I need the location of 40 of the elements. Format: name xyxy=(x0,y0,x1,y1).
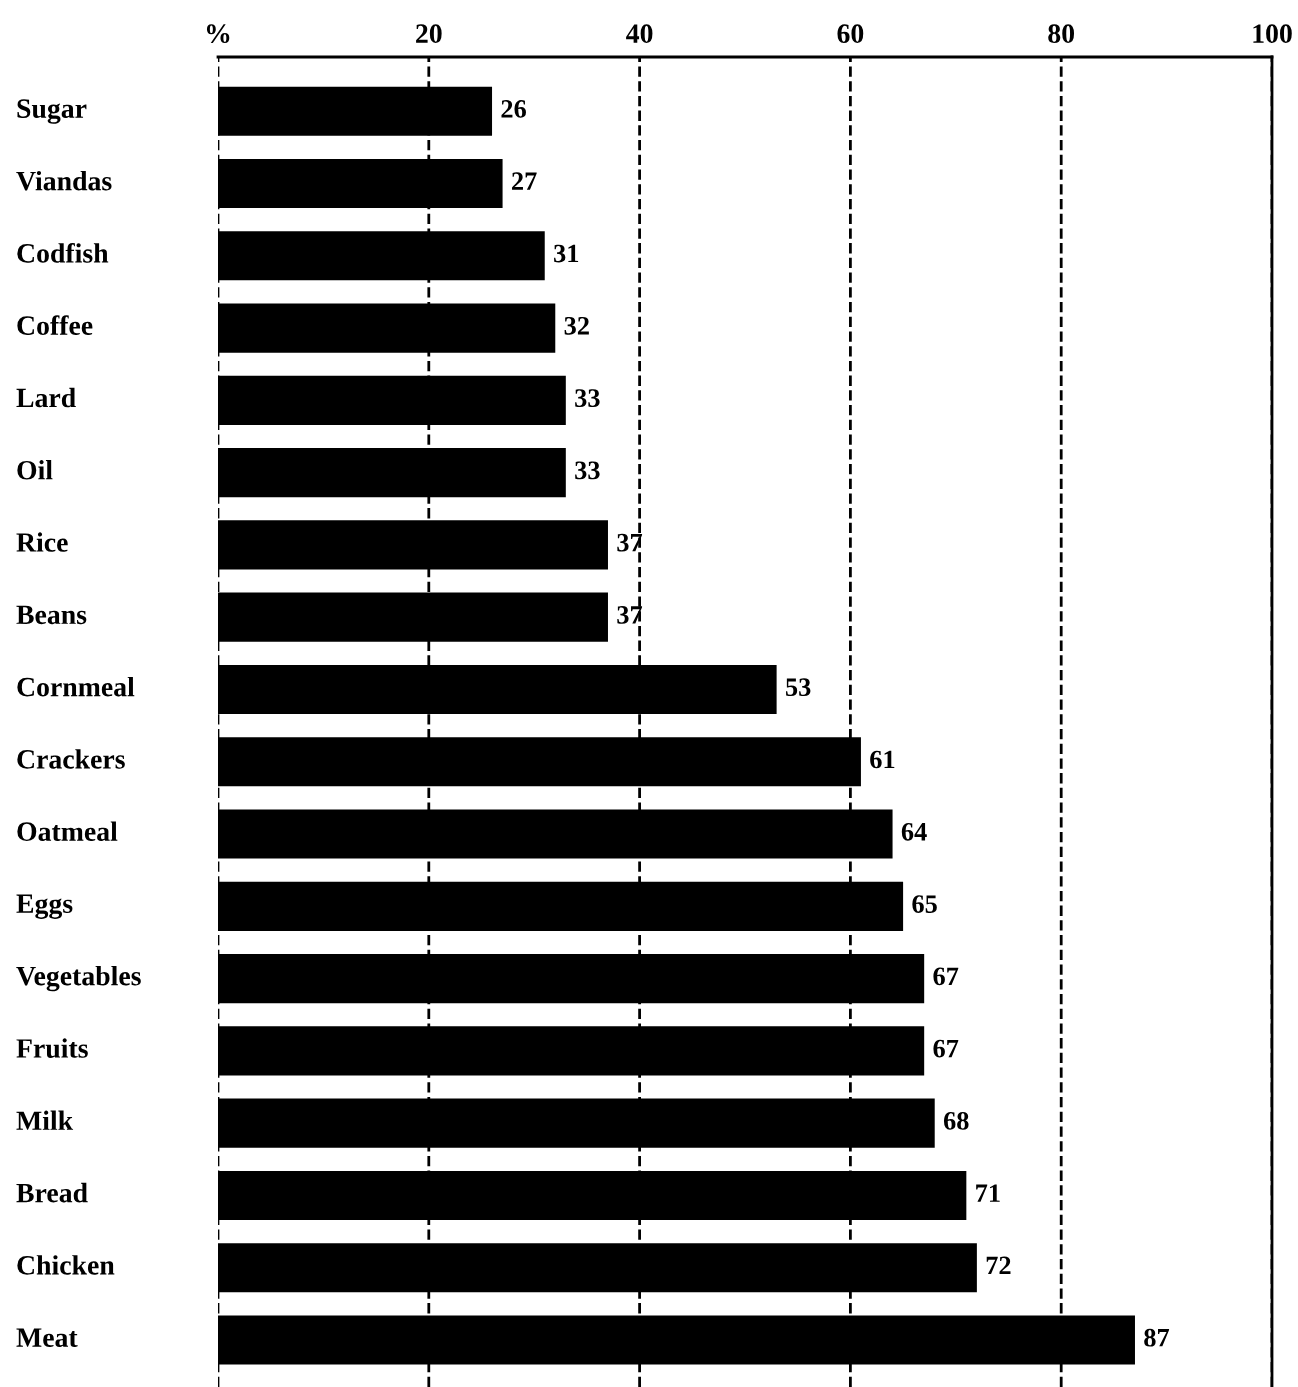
data-label: 27 xyxy=(512,172,537,190)
data-label: 64 xyxy=(901,822,927,841)
y-tick-label: Meat xyxy=(16,1328,78,1347)
y-tick-label: Oil xyxy=(17,460,53,480)
y-tick-label: Chicken xyxy=(17,1255,115,1275)
data-label: 33 xyxy=(575,461,600,480)
data-label: 68 xyxy=(943,1111,969,1130)
y-tick-label: Bread xyxy=(16,1182,88,1203)
y-tick-label: Fruits xyxy=(16,1038,88,1058)
x-tick-label: 60 xyxy=(837,24,864,44)
data-label: 72 xyxy=(986,1256,1011,1275)
y-tick-label: Coffee xyxy=(17,315,93,336)
data-label: 61 xyxy=(870,750,895,769)
y-tick-label: Cornmeal xyxy=(17,676,135,697)
y-tick-label: Eggs xyxy=(16,894,73,919)
x-tick-label: 40 xyxy=(626,24,653,44)
data-label: 26 xyxy=(501,100,526,118)
y-tick-label: Beans xyxy=(16,605,87,625)
y-tick-label: Crackers xyxy=(17,749,125,769)
data-label: 33 xyxy=(575,389,600,407)
x-tick-label: 100 xyxy=(1253,24,1292,44)
data-label: 53 xyxy=(786,678,811,697)
y-tick-label: Viandas xyxy=(16,170,112,191)
data-label: 32 xyxy=(564,316,589,335)
data-label: 67 xyxy=(933,1039,959,1058)
data-label: 87 xyxy=(1144,1328,1170,1347)
y-tick-label: Sugar xyxy=(17,99,87,124)
y-tick-label: Vegetables xyxy=(16,965,141,992)
y-tick-label: Lard xyxy=(16,387,76,408)
data-label: 71 xyxy=(976,1184,1000,1202)
y-tick-label: Codfish xyxy=(17,242,109,263)
y-tick-label: Oatmeal xyxy=(17,821,118,841)
data-label: 31 xyxy=(554,244,579,263)
y-tick-label: Rice xyxy=(16,532,68,552)
x-tick-label: 20 xyxy=(416,24,442,44)
data-label: 67 xyxy=(933,967,959,986)
y-tick-label: Milk xyxy=(16,1110,74,1130)
x-tick-label: % xyxy=(206,24,230,44)
data-label: 65 xyxy=(912,895,937,913)
x-tick-label: 80 xyxy=(1048,24,1075,44)
